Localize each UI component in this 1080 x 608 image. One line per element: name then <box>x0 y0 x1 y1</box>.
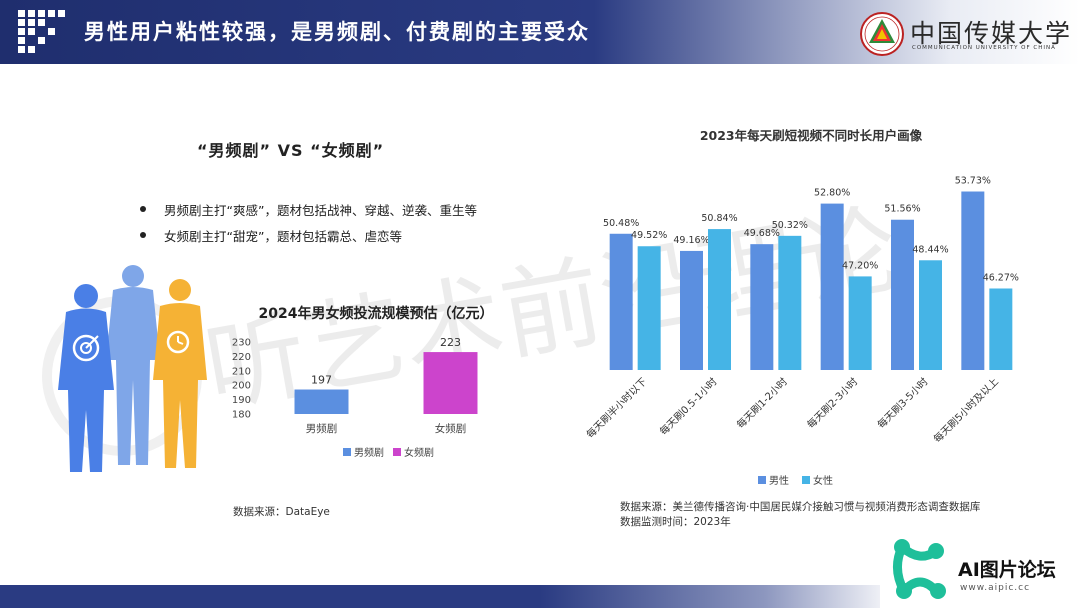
x-tick-label: 每天刷2-3小时 <box>804 375 860 431</box>
bar-女性 <box>919 260 942 370</box>
legend-label: 男性 <box>769 474 789 487</box>
data-label: 50.32% <box>772 220 808 231</box>
molecule-logo-icon <box>893 539 946 599</box>
data-label: 49.16% <box>673 235 709 246</box>
bar-男频剧 <box>294 389 349 414</box>
bullet-item: 女频剧主打“甜宠”，题材包括霸总、虐恋等 <box>140 222 477 248</box>
x-tick-label: 女频剧 <box>435 422 467 435</box>
data-label: 223 <box>440 336 461 349</box>
bar-女性 <box>848 276 872 370</box>
data-label: 46.27% <box>983 272 1019 283</box>
bullet-item: 男频剧主打“爽感”，题材包括战神、穿越、逆袭、重生等 <box>140 196 477 222</box>
people-illustration <box>58 265 207 472</box>
bullet-text: 男频剧主打“爽感”，题材包括战神、穿越、逆袭、重生等 <box>164 202 477 218</box>
bar-男性 <box>750 244 774 370</box>
x-tick-label: 每天刷半小时以下 <box>584 375 650 441</box>
legend-label: 女性 <box>813 474 833 487</box>
data-label: 53.73% <box>955 176 991 187</box>
bar-女性 <box>637 246 661 370</box>
bar-男性 <box>891 219 914 370</box>
legend-label: 男频剧 <box>354 446 384 459</box>
data-label: 49.52% <box>631 230 667 241</box>
page-title: 男性用户粘性较强，是男频剧、付费剧的主要受众 <box>84 20 590 44</box>
x-tick-label: 男频剧 <box>306 422 338 435</box>
bar-女性 <box>989 288 1013 370</box>
chart-title: 2023年每天刷短视频不同时长用户画像 <box>700 128 923 143</box>
legend-label: 女频剧 <box>404 446 434 459</box>
bar-女频剧 <box>423 352 478 414</box>
source-right: 数据来源：美兰德传播咨询·中国居民媒介接触习惯与视频消费形态调查数据库 数据监测… <box>620 500 980 530</box>
x-tick-label: 每天刷5小时及以上 <box>931 375 1001 445</box>
source-right-line2: 数据监测时间：2023年 <box>620 516 731 528</box>
y-tick-label: 230 <box>232 338 251 349</box>
data-label: 48.44% <box>912 244 948 255</box>
data-label: 51.56% <box>884 204 920 215</box>
legend-swatch <box>393 448 401 456</box>
y-tick-label: 200 <box>232 381 251 392</box>
x-tick-label: 每天刷1-2小时 <box>734 375 790 431</box>
source-left: 数据来源：DataEye <box>233 506 330 518</box>
source-right-line1: 数据来源：美兰德传播咨询·中国居民媒介接触习惯与视频消费形态调查数据库 <box>620 501 981 513</box>
bullet-dot-icon <box>140 206 146 212</box>
grid-logo-icon <box>18 10 68 54</box>
x-tick-label: 每天刷0.5-1小时 <box>657 375 720 438</box>
university-logo: 中国传媒大学 COMMUNICATION UNIVERSITY OF CHINA <box>858 10 1073 58</box>
data-label: 49.68% <box>744 228 780 239</box>
app-badge[interactable]: AI图片论坛 www.aipic.cc <box>880 529 1080 608</box>
data-label: 47.20% <box>842 260 878 271</box>
bar-男性 <box>820 203 844 370</box>
footer-bar <box>0 585 900 608</box>
y-tick-label: 210 <box>232 366 251 377</box>
chart-title: 2024年男女频投流规模预估（亿元） <box>259 305 494 322</box>
data-label: 197 <box>311 374 332 387</box>
legend-swatch <box>802 476 810 484</box>
comparison-bullets: 男频剧主打“爽感”，题材包括战神、穿越、逆袭、重生等 女频剧主打“甜宠”，题材包… <box>140 196 477 248</box>
bar-女性 <box>708 229 731 370</box>
person-right-icon <box>153 279 207 468</box>
data-label: 50.48% <box>603 218 639 229</box>
x-tick-label: 每天刷3-5小时 <box>875 375 931 431</box>
y-tick-label: 190 <box>232 395 251 406</box>
legend-swatch <box>758 476 766 484</box>
bar-男性 <box>961 191 985 370</box>
university-emblem-icon <box>860 12 904 56</box>
person-back-icon <box>106 265 160 465</box>
bar-男性 <box>609 233 633 370</box>
bullet-text: 女频剧主打“甜宠”，题材包括霸总、虐恋等 <box>164 228 402 244</box>
bar-男性 <box>680 250 703 370</box>
chart-investment-scale: 2024年男女频投流规模预估（亿元） 180 190 200 210 220 230 197 2… <box>232 305 494 459</box>
chart-viewing-duration: 2023年每天刷短视频不同时长用户画像 50.48%49.52% 每天刷半小时以下 4… <box>584 128 1019 487</box>
data-label: 50.84% <box>701 213 737 224</box>
bar-女性 <box>778 235 802 370</box>
comparison-title: “男频剧” VS “女频剧” <box>197 141 385 160</box>
person-left-icon <box>58 284 114 472</box>
data-label: 52.80% <box>814 188 850 199</box>
bullet-dot-icon <box>140 232 146 238</box>
university-name-en: COMMUNICATION UNIVERSITY OF CHINA <box>912 45 1056 51</box>
y-tick-label: 180 <box>232 410 251 421</box>
legend-swatch <box>343 448 351 456</box>
app-name: AI图片论坛 <box>958 559 1056 581</box>
app-url: www.aipic.cc <box>960 583 1031 593</box>
y-tick-label: 220 <box>232 352 251 363</box>
university-name-zh: 中国传媒大学 <box>910 19 1073 48</box>
